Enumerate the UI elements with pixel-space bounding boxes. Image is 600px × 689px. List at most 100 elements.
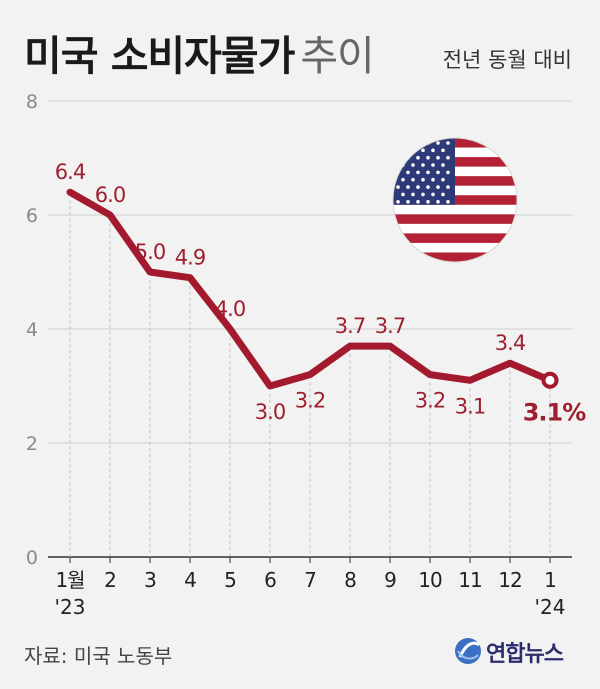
x-tick-label: 7 [304,568,316,592]
flag-star [411,192,415,197]
flag-star [396,199,400,204]
flag-star [401,148,405,153]
flag-star [416,155,420,160]
x-tick-label: 3 [144,568,156,592]
cpi-series-line [66,188,554,390]
flag-star [446,199,450,204]
data-label: 6.0 [95,183,125,207]
data-label: 3.0 [255,400,285,424]
flag-star [396,155,400,160]
yonhap-globe-icon [455,638,481,664]
flag-star [446,141,450,145]
flag-star [411,148,415,153]
flag-star [426,155,430,160]
x-tick-label: 10 [418,568,442,592]
flag-star [416,185,420,189]
flag-rim [392,137,518,263]
x-tick-label: 9 [384,568,396,592]
data-label: 3.4 [495,331,526,355]
flag-body [393,138,517,262]
drop-lines [69,200,551,557]
flag-star [436,185,440,189]
flag-stripe [393,233,517,244]
x-year-label: '24 [535,595,566,619]
x-tick-label: 2 [104,568,116,592]
flag-star [446,155,450,160]
flag-star [426,185,430,189]
title-secondary: 추이 [300,32,374,80]
flag-star [416,141,420,145]
x-tick-label: 6 [264,568,276,592]
us-flag-icon [392,137,518,263]
flag-star [431,163,435,167]
flag-star [436,170,440,175]
chart-subtitle: 전년 동월 대비 [442,48,572,72]
y-tick-label: 8 [26,91,38,113]
flag-star [396,185,400,189]
flag-star [421,163,425,167]
flag-star [421,177,425,182]
title-main: 미국 소비자물가 [24,32,295,80]
flag-star [436,199,440,204]
x-tick-label: 8 [344,568,356,592]
y-axis-ticks: 0 2 4 6 8 [26,91,38,569]
page-title: 미국 소비자물가 추이 [24,22,375,82]
flag-star [431,177,435,182]
logo-text: 연합뉴스 [486,642,564,667]
flag-star [426,170,430,175]
x-tick-label: 1월 [55,568,84,592]
flag-stripe [393,252,517,262]
flag-star [401,177,405,182]
flag-star [431,148,435,153]
flag-star [406,185,410,189]
series-line [66,188,559,390]
flag-star [436,141,440,145]
data-label: 4.9 [175,246,205,270]
flag-star [411,163,415,167]
flag-stripe [393,223,517,234]
flag-star [411,177,415,182]
flag-star [406,170,410,175]
flag-star [446,170,450,175]
flag-star [406,141,410,145]
flag-star [431,192,435,197]
data-label: 3.2 [295,389,325,413]
flag-star [421,148,425,153]
flag-star [441,148,445,153]
y-tick-label: 0 [26,547,38,569]
yonhap-logo: 연합뉴스 [452,633,582,669]
x-tick-label: 1 [544,568,556,592]
data-label: 3.2 [415,389,445,413]
last-point-marker [541,371,559,389]
flag-stripe [393,204,517,215]
x-axis-ticks: 1월 '23 2 3 4 5 6 7 8 9 10 11 12 1 '24 [55,557,566,619]
data-label: 5.0 [135,240,165,264]
data-label: 3.7 [375,314,405,338]
data-label: 3.1% [523,398,587,426]
flag-stripe [393,242,517,253]
x-tick-label: 11 [458,568,481,592]
flag-star [446,185,450,189]
y-tick-label: 6 [26,205,38,227]
flag-star [401,192,405,197]
flag-star [426,199,430,204]
x-year-label: '23 [55,595,86,619]
data-label: 4.0 [215,297,245,321]
flag-star [416,170,420,175]
flag-star [416,199,420,204]
flag-stripe [393,214,517,225]
flag-star [441,163,445,167]
y-tick-label: 4 [26,319,38,341]
y-tick-label: 2 [26,433,38,455]
cpi-line-chart: 0 2 4 6 8 6.4 6.0 5.0 4.9 4.0 3.0 3.2 3.7 3.7 3.2 3.1 3… [26,91,587,619]
data-label: 6.4 [55,160,86,184]
source-note: 자료: 미국 노동부 [24,644,173,668]
flag-star [406,199,410,204]
x-tick-label: 5 [224,568,236,592]
flag-star [421,192,425,197]
flag-star [396,141,400,145]
data-label: 3.7 [335,314,365,338]
flag-star [441,177,445,182]
data-label: 3.1 [455,394,485,418]
flag-star [441,192,445,197]
